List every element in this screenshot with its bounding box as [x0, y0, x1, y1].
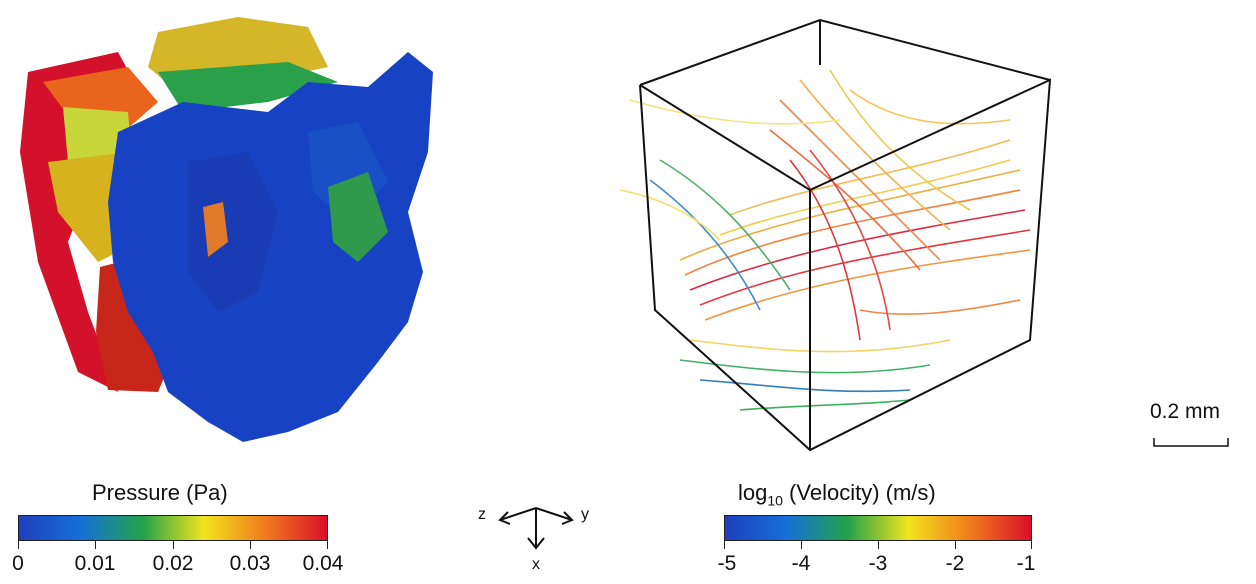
velocity-tick-label: -1	[1016, 552, 1036, 575]
pressure-tick-label: 0	[12, 552, 24, 575]
pressure-tick-mark	[327, 541, 328, 549]
pressure-tick-label: 0.04	[302, 552, 344, 575]
velocity-title-subscript: 10	[767, 492, 783, 509]
axis-label-x: x	[532, 556, 540, 573]
pressure-tick-label: 0.03	[229, 552, 271, 575]
axis-label-z: z	[478, 506, 486, 523]
axes-orientation-glyph: z y x	[470, 488, 600, 578]
velocity-tick-label: -3	[868, 552, 888, 575]
velocity-tick-mark	[1031, 541, 1032, 549]
velocity-tick-mark	[801, 541, 802, 549]
scale-bar: 0.2 mm	[1150, 400, 1250, 460]
velocity-streamline-render	[619, 18, 1052, 452]
velocity-tick-mark	[955, 541, 956, 549]
velocity-tick-label: -4	[791, 552, 811, 575]
pressure-tick-label: 0.01	[74, 552, 116, 575]
pressure-colorbar-title: Pressure (Pa)	[92, 480, 228, 505]
scale-bar-line	[1153, 438, 1229, 447]
velocity-tick-label: -5	[717, 552, 737, 575]
pressure-tick-mark	[250, 541, 251, 549]
velocity-tick-mark	[878, 541, 879, 549]
velocity-title-prefix: log	[738, 480, 768, 505]
pressure-tick-mark	[18, 541, 19, 549]
pressure-tick-mark	[95, 541, 96, 549]
pressure-colorbar	[18, 515, 328, 541]
pressure-3d-render	[20, 17, 433, 442]
velocity-tick-mark	[724, 541, 725, 549]
velocity-tick-label: -2	[945, 552, 965, 575]
velocity-colorbar-title: log10 (Velocity) (m/s)	[738, 480, 936, 508]
scale-bar-label: 0.2 mm	[1150, 400, 1221, 423]
velocity-colorbar	[724, 515, 1032, 541]
pressure-tick-label: 0.02	[152, 552, 194, 575]
velocity-title-rest: (Velocity) (m/s)	[782, 480, 936, 505]
pressure-tick-mark	[173, 541, 174, 549]
axis-label-y: y	[581, 506, 589, 523]
axes-arrows	[498, 507, 574, 550]
